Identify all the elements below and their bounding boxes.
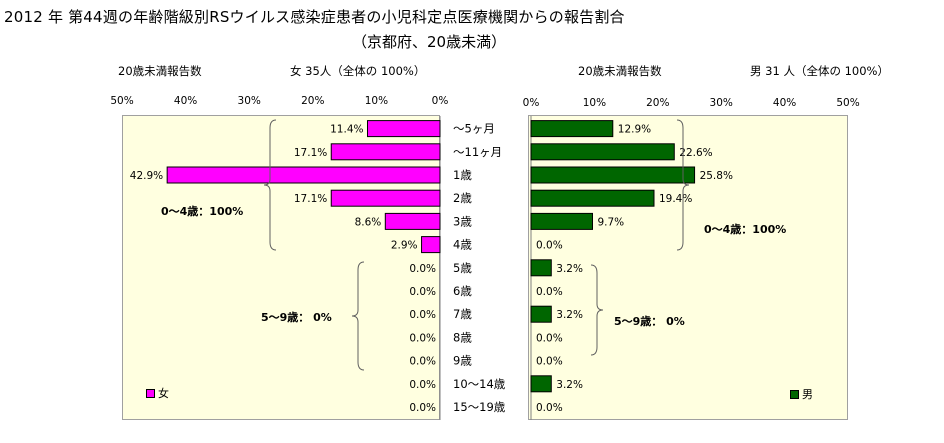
- female-data-label: 17.1%: [294, 193, 327, 205]
- braces-layer: [263, 119, 690, 371]
- category-label: 7歳: [453, 307, 472, 321]
- grouping-brace: [263, 119, 277, 251]
- female-x-tick: 20%: [301, 95, 324, 107]
- female-data-label: 0.0%: [409, 309, 436, 321]
- male-data-label: 9.7%: [597, 216, 624, 228]
- category-label: 8歳: [453, 330, 472, 344]
- male-bar: [530, 143, 675, 161]
- chart-title: 2012 年 第44週の年齢階級別RSウイルス感染症患者の小児科定点医療機関から…: [4, 8, 625, 26]
- male-x-tick: 50%: [836, 97, 859, 109]
- male-bar: [530, 212, 593, 230]
- male-bar: [530, 120, 614, 138]
- male-data-label: 19.4%: [659, 193, 692, 205]
- male-bar: [530, 259, 552, 277]
- female-data-label: 0.0%: [409, 356, 436, 368]
- category-label: 4歳: [453, 238, 472, 252]
- male-x-tick: 20%: [646, 97, 669, 109]
- male-bar: [530, 305, 552, 323]
- category-label: ～5ヶ月: [453, 122, 495, 136]
- male-data-label: 3.2%: [556, 309, 583, 321]
- category-label: 3歳: [453, 214, 472, 228]
- category-label: 15～19歳: [453, 400, 506, 414]
- male-data-label: 0.0%: [536, 240, 563, 252]
- male-data-label: 3.2%: [556, 379, 583, 391]
- male-data-label: 0.0%: [536, 332, 563, 344]
- male-x-tick: 0%: [523, 97, 540, 109]
- female-data-label: 0.0%: [409, 263, 436, 275]
- category-label: ～11ヶ月: [453, 145, 502, 159]
- female-bar: [330, 189, 441, 207]
- male-bar: [530, 166, 696, 184]
- male-x-tick: 10%: [583, 97, 606, 109]
- female-x-tick: 40%: [174, 95, 197, 107]
- left-count-label: 20歳未満報告数: [118, 64, 202, 78]
- female-data-label: 42.9%: [130, 170, 163, 182]
- male-data-label: 22.6%: [679, 147, 712, 159]
- female-bar: [384, 212, 441, 230]
- female-legend-swatch: [146, 388, 155, 398]
- left-5-9-note: 5～9歳： 0%: [261, 311, 332, 324]
- category-label: 9歳: [453, 354, 472, 368]
- male-data-label: 0.0%: [536, 402, 563, 414]
- male-legend-swatch: [790, 389, 799, 399]
- bars-layer: [166, 120, 696, 393]
- male-bar: [530, 189, 655, 207]
- female-data-label: 8.6%: [355, 216, 382, 228]
- category-label: 10～14歳: [453, 377, 506, 391]
- female-data-label: 17.1%: [294, 147, 327, 159]
- chart-subtitle: （京都府、20歳未満）: [352, 33, 507, 51]
- male-data-label: 12.9%: [618, 124, 651, 136]
- right-count-label: 20歳未満報告数: [578, 64, 662, 78]
- male-plot-area: [528, 115, 848, 420]
- female-data-label: 0.0%: [409, 379, 436, 391]
- female-data-label: 0.0%: [409, 402, 436, 414]
- female-plot-area: [122, 115, 440, 420]
- female-data-label: 0.0%: [409, 286, 436, 298]
- labels-layer: 50% 40% 30% 20% 10% 0% 0% 10% 20% 30% 40% 50% ～5ヶ月 ～1…: [110, 95, 859, 414]
- right-count-summary: 男 31 人（全体の 100%）: [750, 64, 889, 78]
- female-x-tick: 10%: [365, 95, 388, 107]
- female-bar: [366, 120, 441, 138]
- category-label: 1歳: [453, 168, 472, 182]
- male-data-label: 25.8%: [700, 170, 733, 182]
- left-count-summary: 女 35人（全体の 100%）: [290, 64, 426, 78]
- female-bar: [421, 236, 441, 254]
- right-5-9-note: 5～9歳： 0%: [614, 315, 685, 328]
- male-legend-label: 男: [802, 388, 813, 401]
- female-bar: [166, 166, 441, 184]
- grouping-brace: [590, 264, 604, 356]
- female-bar: [330, 143, 441, 161]
- male-legend: 男: [790, 386, 813, 402]
- category-label: 6歳: [453, 284, 472, 298]
- female-legend: 女: [146, 385, 169, 401]
- category-label: 2歳: [453, 191, 472, 205]
- right-0-4-note: 0～4歳：100%: [704, 223, 787, 236]
- male-bar: [530, 375, 552, 393]
- male-data-label: 3.2%: [556, 263, 583, 275]
- male-data-label: 0.0%: [536, 356, 563, 368]
- female-x-tick: 0%: [432, 95, 449, 107]
- female-x-tick: 30%: [238, 95, 261, 107]
- female-data-label: 2.9%: [391, 240, 418, 252]
- female-x-tick: 50%: [110, 95, 133, 107]
- female-data-label: 0.0%: [409, 332, 436, 344]
- female-legend-label: 女: [158, 387, 169, 400]
- left-0-4-note: 0～4歳：100%: [161, 205, 244, 218]
- category-label: 5歳: [453, 261, 472, 275]
- male-x-tick: 40%: [773, 97, 796, 109]
- female-data-label: 11.4%: [330, 124, 363, 136]
- male-data-label: 0.0%: [536, 286, 563, 298]
- male-x-tick: 30%: [710, 97, 733, 109]
- grouping-brace: [676, 119, 690, 251]
- grouping-brace: [351, 261, 365, 371]
